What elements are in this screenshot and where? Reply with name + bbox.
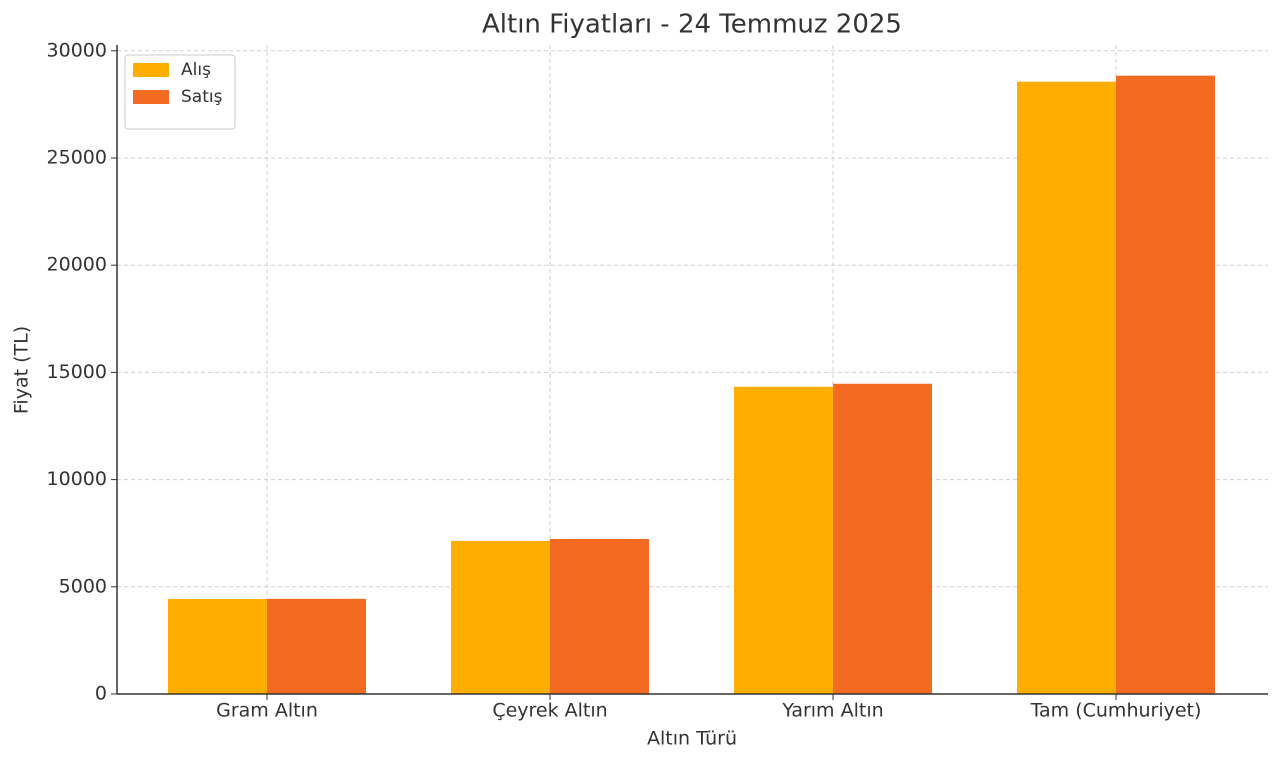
axes: 0 5000 10000 15000 20000 25000 30000 Gram Altın…	[47, 39, 1268, 722]
bar	[168, 599, 267, 694]
bar	[1116, 75, 1215, 694]
y-tick-label: 30000	[47, 39, 107, 61]
y-tick-label: 25000	[47, 146, 107, 168]
bar	[267, 598, 366, 694]
x-tick-label: Tam (Cumhuriyet)	[1030, 700, 1202, 722]
legend: Alış Satış	[124, 54, 236, 130]
chart-title: Altın Fiyatları - 24 Temmuz 2025	[482, 10, 902, 40]
x-axis-label: Altın Türü	[647, 728, 737, 750]
legend-swatch	[133, 63, 169, 77]
bar	[451, 540, 550, 694]
y-tick-label: 5000	[59, 575, 107, 597]
bar	[833, 383, 932, 694]
y-axis-label: Fiyat (TL)	[11, 326, 33, 414]
bar	[734, 386, 833, 694]
y-tick-label: 15000	[47, 361, 107, 383]
y-tick-label: 10000	[47, 468, 107, 490]
legend-swatch	[133, 90, 169, 104]
bar	[550, 538, 649, 694]
x-tick-label: Gram Altın	[216, 700, 318, 722]
x-tick-label: Yarım Altın	[781, 700, 883, 722]
legend-label: Alış	[181, 60, 211, 80]
x-tick-label: Çeyrek Altın	[492, 700, 607, 722]
bars	[168, 75, 1215, 695]
bar	[1017, 81, 1116, 695]
legend-label: Satış	[181, 87, 223, 107]
y-tick-label: 0	[95, 683, 107, 705]
y-tick-label: 20000	[47, 254, 107, 276]
